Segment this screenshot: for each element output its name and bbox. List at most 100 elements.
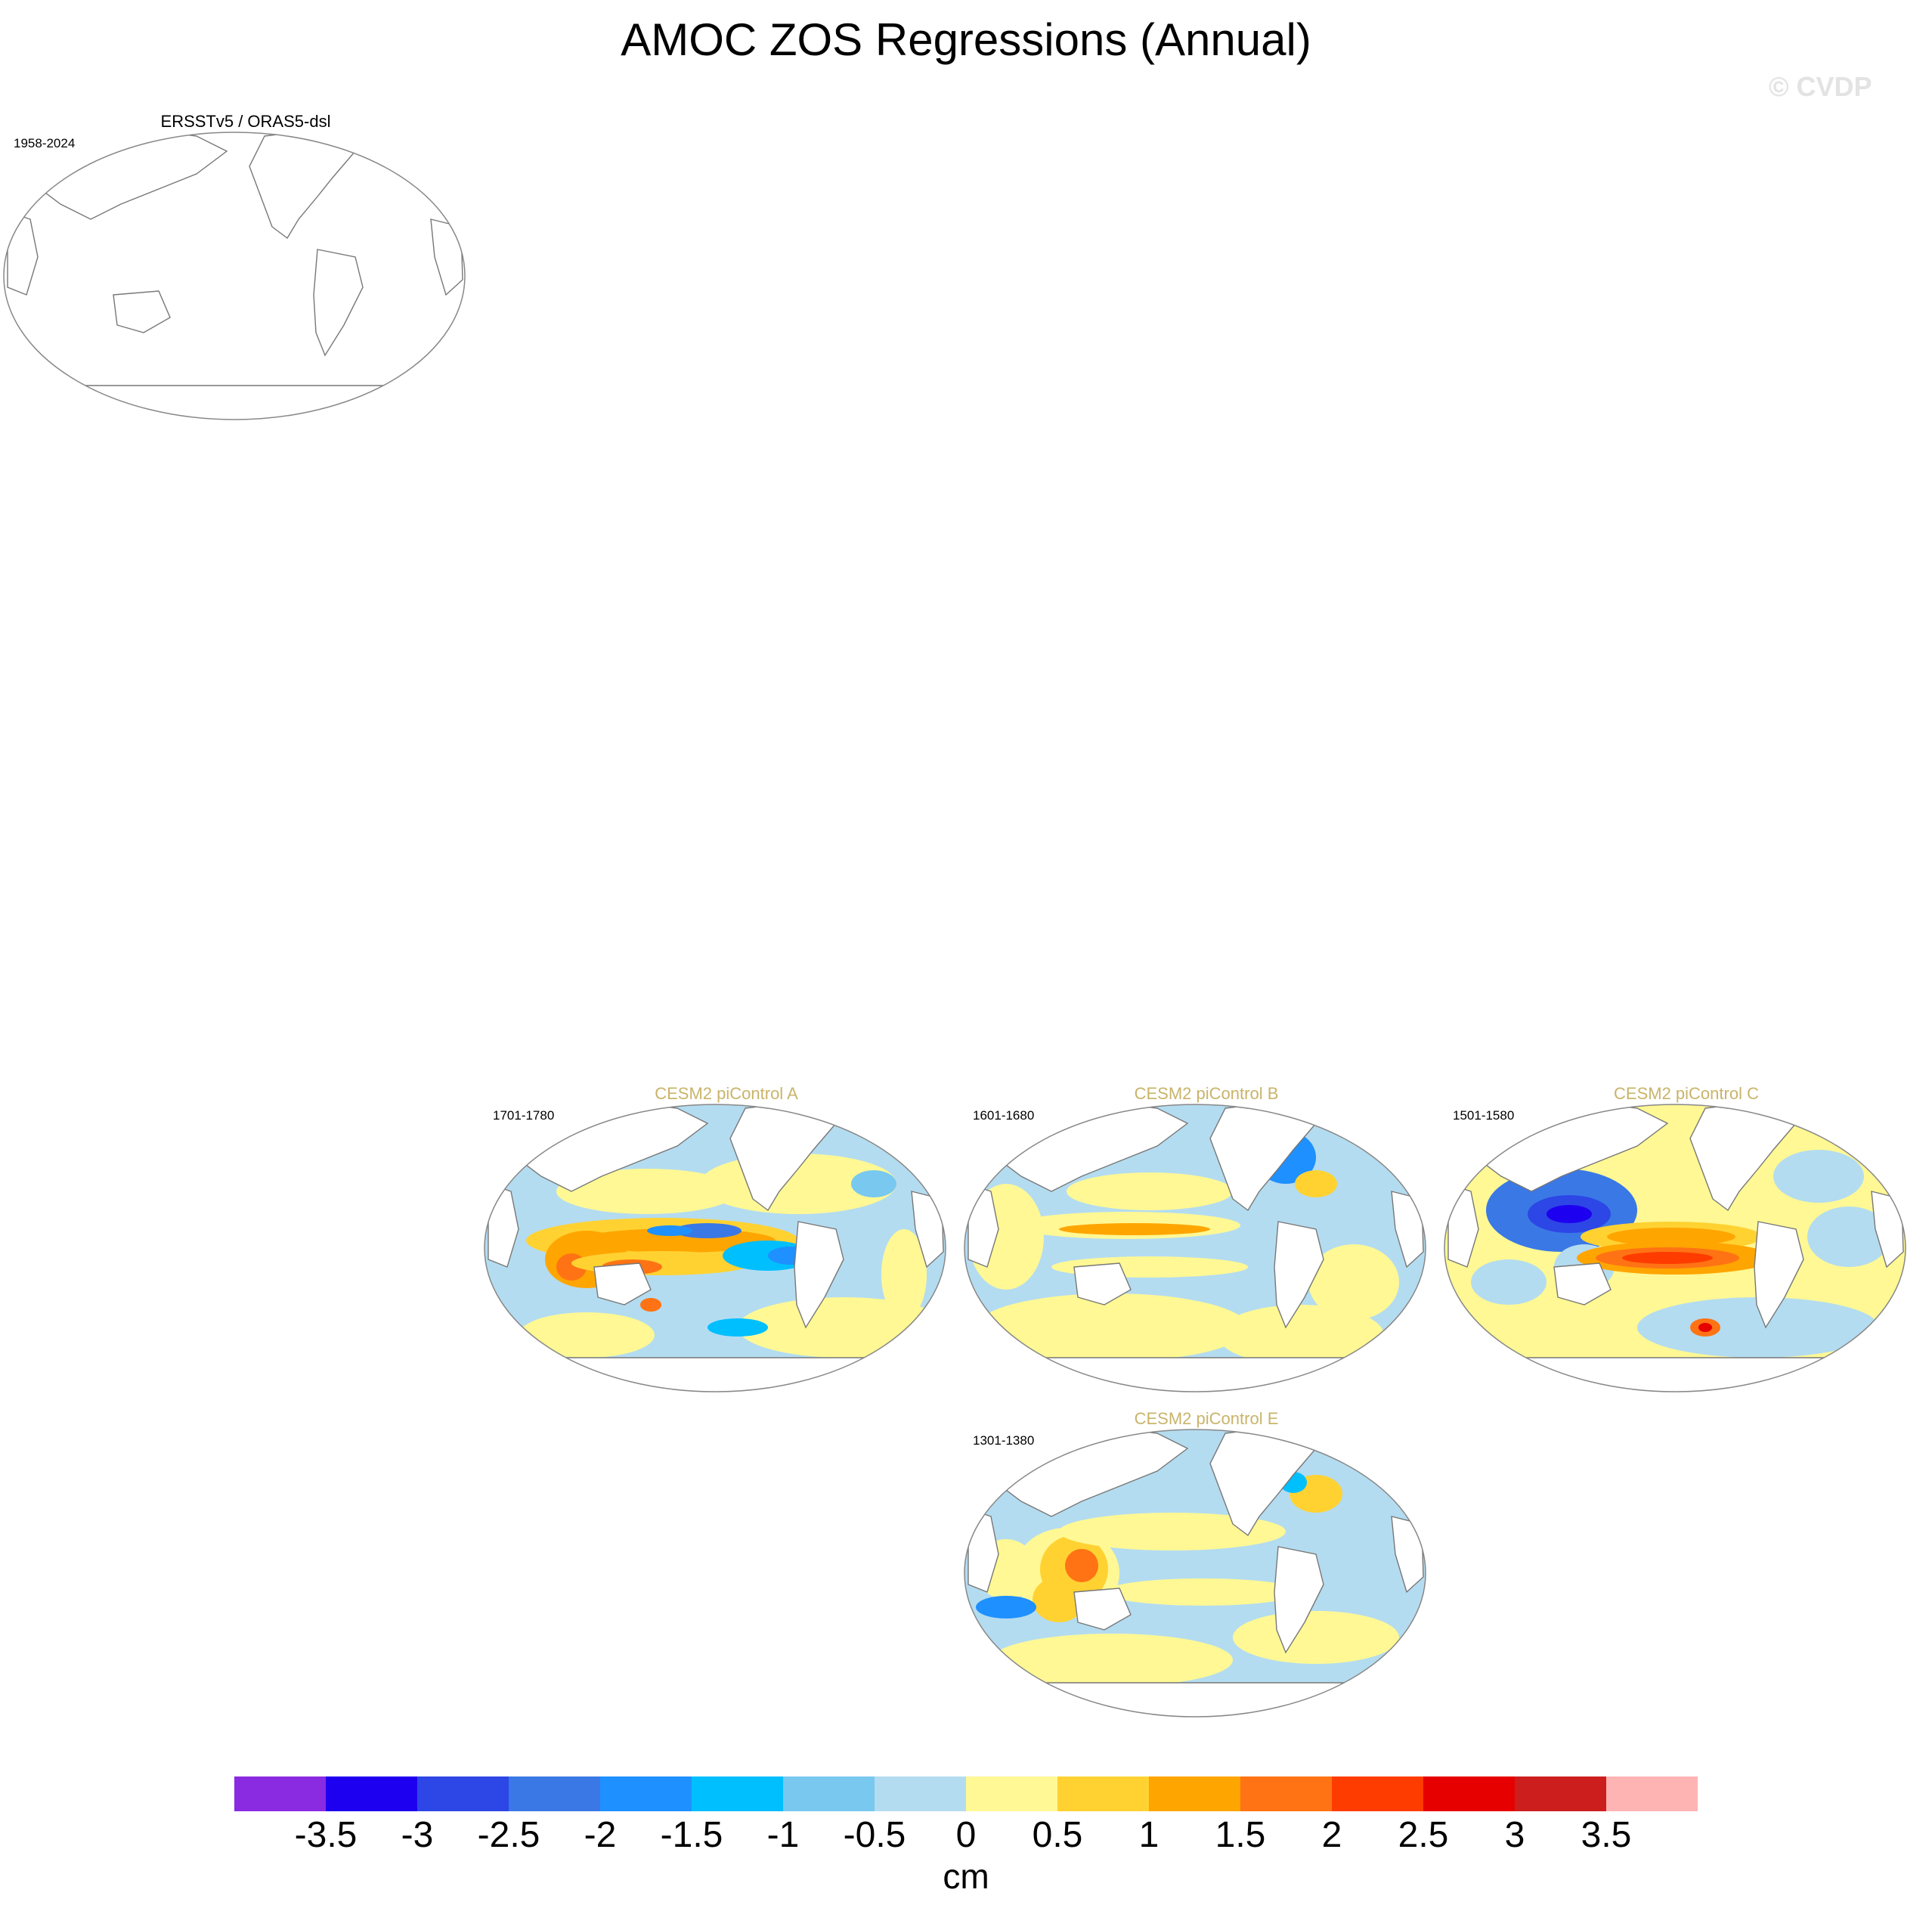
anomaly-region	[1059, 1513, 1286, 1550]
anomaly-field	[485, 1104, 946, 1392]
anomaly-region	[1218, 1305, 1384, 1365]
anomaly-region	[1233, 1611, 1399, 1664]
anomaly-region	[1622, 1252, 1713, 1264]
colorbar-labels: -3.5 -3 -2.5 -2 -1.5 -1 -0.5 0 0.5 1 1.5 2 2.5 3 3.5	[234, 1814, 1698, 1860]
anomaly-region	[1807, 1206, 1890, 1267]
panel-years: 1301-1380	[973, 1433, 1035, 1448]
panel-title: CESM2 piControl B	[1134, 1084, 1279, 1103]
colorbar-units: cm	[943, 1857, 989, 1896]
panel-years: 1501-1580	[1453, 1108, 1515, 1123]
panel-cesm2-b: CESM2 piControl B 1601-1680	[961, 1078, 1460, 1403]
anomaly-field	[964, 1104, 1426, 1392]
colorbar-tick-label: 0.5	[1032, 1815, 1083, 1855]
map-border	[484, 1104, 946, 1392]
anomaly-region	[976, 1596, 1036, 1618]
colorbar	[234, 1776, 1698, 1811]
colorbar-box	[1332, 1776, 1423, 1811]
panel-cesm2-c: CESM2 piControl C 1501-1580	[1441, 1078, 1924, 1403]
colorbar-box	[234, 1776, 326, 1811]
anomaly-field	[4, 132, 465, 420]
landmass	[1754, 1221, 1804, 1329]
colorbar-box	[966, 1776, 1057, 1811]
landmass	[974, 1682, 1416, 1717]
panel-years: 1601-1680	[973, 1108, 1035, 1123]
anomaly-region	[1773, 1150, 1864, 1203]
anomaly-region	[1033, 1577, 1085, 1622]
panel-title: CESM2 piControl E	[1134, 1409, 1279, 1428]
colorbar-box	[1423, 1776, 1515, 1811]
anomaly-region	[1065, 1549, 1098, 1582]
anomaly-region	[1637, 1297, 1879, 1358]
anomaly-region	[851, 1170, 896, 1197]
panel-years: 1958-2024	[14, 136, 76, 150]
panel-years: 1701-1780	[493, 1108, 555, 1123]
anomaly-region	[1059, 1223, 1210, 1235]
landmass	[1308, 1104, 1343, 1120]
landmass	[113, 290, 171, 333]
panel-observations: ERSSTv5 / ORAS5-dsl 1958-2024	[0, 106, 499, 431]
landmass	[494, 1357, 936, 1392]
map-border	[964, 1104, 1426, 1392]
anomaly-region	[1104, 1578, 1301, 1606]
anomaly-region	[1607, 1228, 1735, 1246]
anomaly-region	[1308, 1244, 1399, 1320]
colorbar-tick-label: -3.5	[294, 1815, 358, 1855]
landmass	[1274, 1546, 1324, 1654]
colorbar-tick-label: -2	[584, 1815, 617, 1855]
anomaly-region	[640, 1298, 661, 1312]
figure-title: AMOC ZOS Regressions (Annual)	[621, 14, 1311, 65]
landmass	[828, 1104, 863, 1120]
anomaly-region	[707, 1318, 768, 1337]
anomaly-region	[556, 1169, 738, 1214]
anomaly-region	[1295, 1170, 1337, 1197]
anomaly-region	[1471, 1259, 1547, 1305]
landmass	[1274, 1221, 1324, 1329]
colorbar-tick-label: -3	[401, 1815, 434, 1855]
anomaly-region	[1698, 1323, 1712, 1332]
map-border	[964, 1429, 1426, 1718]
world-map	[964, 1104, 1426, 1392]
world-map	[3, 132, 466, 420]
colorbar-tick-label: 2	[1321, 1815, 1342, 1855]
cvdp-watermark: © CVDP	[1769, 71, 1872, 102]
colorbar-box	[1057, 1776, 1149, 1811]
landmass	[593, 1262, 652, 1306]
landmass	[1454, 1357, 1896, 1392]
anomaly-region	[673, 1223, 742, 1238]
landmass	[1553, 1262, 1612, 1306]
anomaly-region	[881, 1229, 927, 1320]
anomaly-region	[1051, 1294, 1187, 1315]
anomaly-region	[976, 1293, 1248, 1361]
colorbar-box	[692, 1776, 783, 1811]
colorbar-tick-label: 3.5	[1581, 1815, 1632, 1855]
colorbar-box	[326, 1776, 417, 1811]
colorbar-box	[600, 1776, 692, 1811]
anomaly-field	[1444, 1104, 1906, 1392]
anomaly-region	[1547, 1205, 1592, 1223]
colorbar-box	[783, 1776, 875, 1811]
landmass	[14, 385, 455, 420]
landmass	[1073, 1588, 1132, 1631]
colorbar-tick-label: -0.5	[843, 1815, 906, 1855]
colorbar-tick-label: 1.5	[1215, 1815, 1266, 1855]
panel-title: CESM2 piControl A	[655, 1084, 798, 1103]
panel-title: ERSSTv5 / ORAS5-dsl	[160, 112, 331, 131]
colorbar-tick-label: 1	[1138, 1815, 1160, 1855]
anomaly-region	[647, 1225, 692, 1236]
colorbar-box	[417, 1776, 509, 1811]
anomaly-field	[964, 1430, 1426, 1717]
colorbar-tick-label: -2.5	[477, 1815, 540, 1855]
anomaly-region	[1067, 1172, 1233, 1210]
world-map	[964, 1429, 1426, 1718]
world-map	[1444, 1104, 1906, 1392]
colorbar-box	[1606, 1776, 1698, 1811]
landmass	[794, 1221, 844, 1329]
anomaly-region	[519, 1312, 655, 1358]
map-border	[1444, 1104, 1906, 1392]
landmass	[1788, 1104, 1823, 1120]
colorbar-tick-label: 3	[1504, 1815, 1525, 1855]
colorbar-tick-label: -1.5	[660, 1815, 723, 1855]
colorbar-box	[1515, 1776, 1606, 1811]
landmass	[974, 1357, 1416, 1392]
landmass	[313, 249, 364, 357]
